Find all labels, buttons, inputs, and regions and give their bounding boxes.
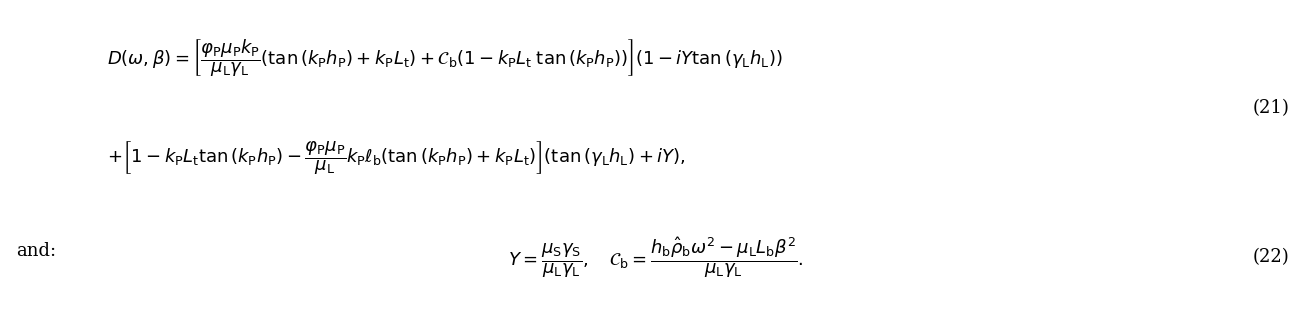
Text: $+\left[1 - k_{\mathrm{P}}L_{\mathrm{t}}\tan\left(k_{\mathrm{P}}h_{\mathrm{P}}\r: $+\left[1 - k_{\mathrm{P}}L_{\mathrm{t}}… — [108, 139, 686, 177]
Text: (22): (22) — [1253, 248, 1290, 266]
Text: $D(\omega, \beta) = \left[\dfrac{\varphi_{\mathrm{P}}\mu_{\mathrm{P}}k_{\mathrm{: $D(\omega, \beta) = \left[\dfrac{\varphi… — [108, 38, 783, 80]
Text: and:: and: — [16, 242, 56, 260]
Text: $Y = \dfrac{\mu_{\mathrm{S}}\gamma_{\mathrm{S}}}{\mu_{\mathrm{L}}\gamma_{\mathrm: $Y = \dfrac{\mu_{\mathrm{S}}\gamma_{\mat… — [508, 235, 804, 280]
Text: (21): (21) — [1253, 99, 1290, 117]
